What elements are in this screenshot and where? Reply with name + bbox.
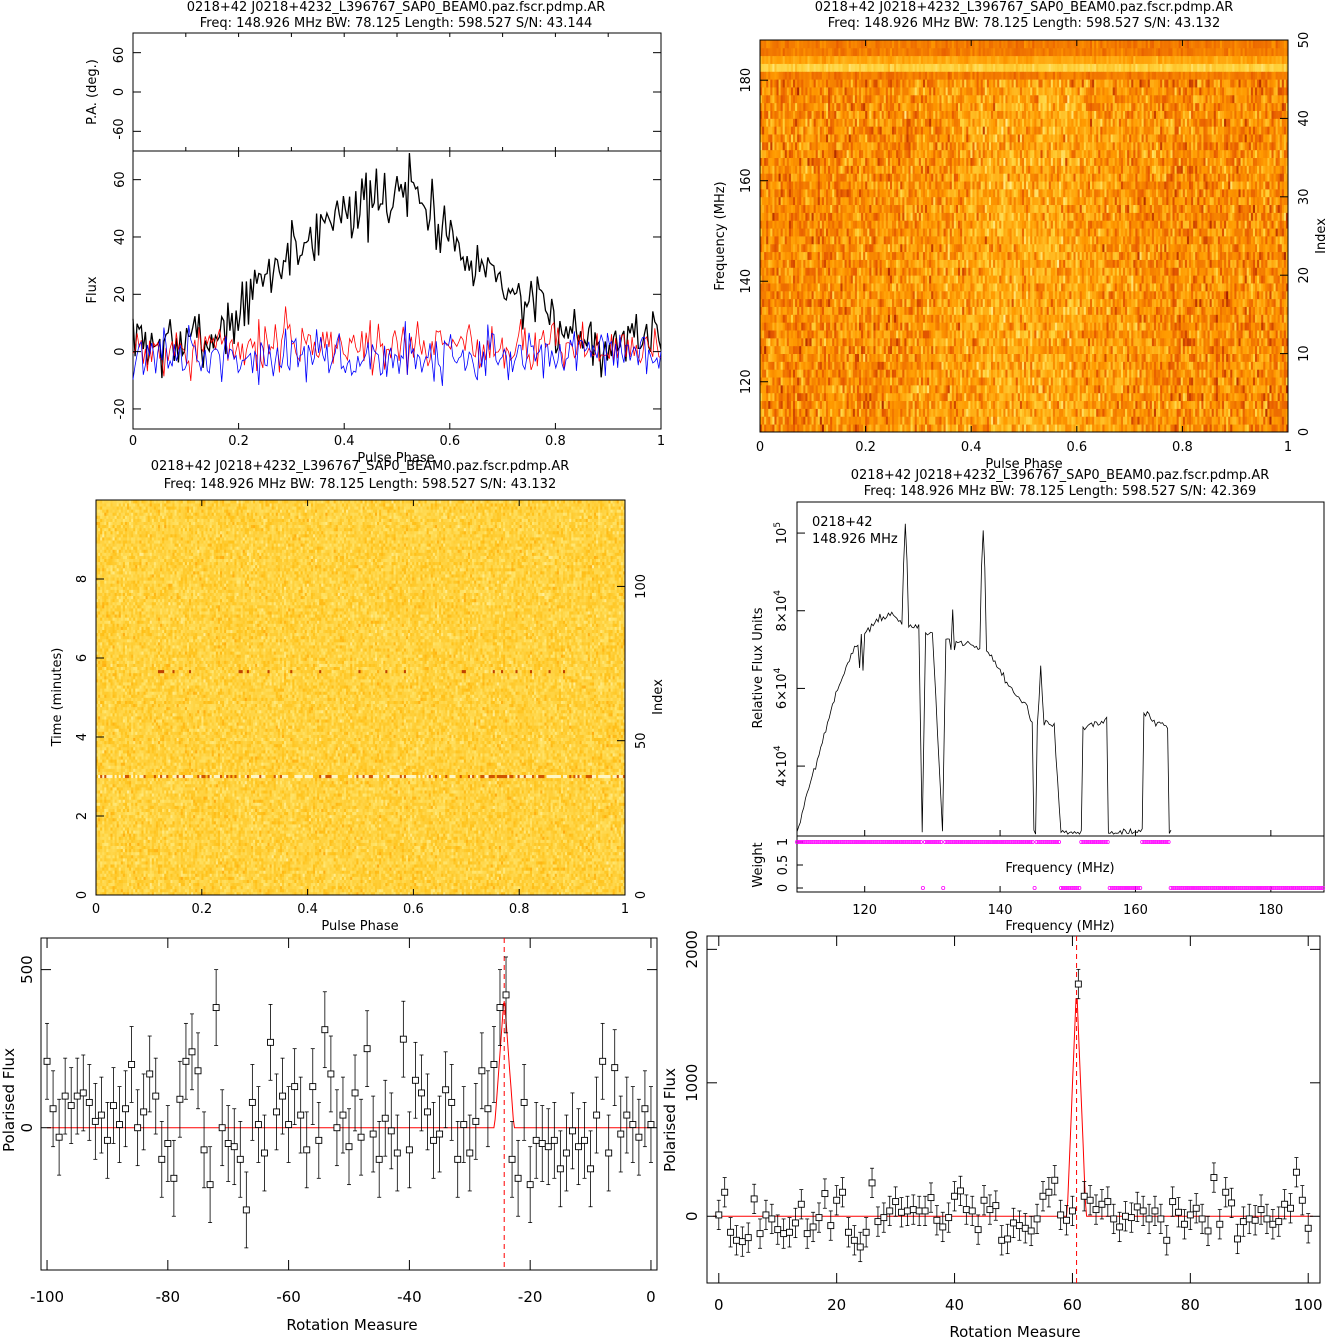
profile-ytick-label: -20 [113,398,128,419]
freq-phase-index-label: Index [1314,218,1326,254]
profile-ytick-label: 20 [113,286,128,303]
profile-xtick-label: 0.6 [439,434,460,449]
freq-phase-panel: 0218+42 J0218+4232_L396767_SAP0_BEAM0.pa… [713,0,1326,472]
profile-ytick-label: 60 [113,171,128,188]
profile-ytick-label: 0 [113,347,128,355]
figure-canvas: 0218+42 J0218+4232_L396767_SAP0_BEAM0.pa… [0,0,1326,1340]
profile-ylabel: Flux [85,276,100,303]
pa-tick-minus60: -60 [112,118,127,139]
freq-phase-heatmap [760,40,1288,432]
profile-title-line2: Freq: 148.926 MHz BW: 78.125 Length: 598… [200,16,592,31]
pa-plot: 60 0 -60 P.A. (deg.) [85,33,661,151]
freq-phase-title-line2: Freq: 148.926 MHz BW: 78.125 Length: 598… [828,16,1220,31]
profile-xtick-label: 1 [657,434,665,449]
profile-plot-frame [133,151,661,429]
profile-xtick-label: 0.8 [545,434,566,449]
profile-panel: 0218+42 J0218+4232_L396767_SAP0_BEAM0.pa… [85,0,665,466]
pa-tick-0: 0 [112,88,127,96]
profile-ytick-label: 40 [113,229,128,246]
pa-plot-frame [133,33,661,151]
freq-phase-plot: Frequency (MHz) Index Pulse Phase 120140… [713,32,1326,472]
freq-phase-ylabel: Frequency (MHz) [713,181,728,290]
freq-phase-title-line1: 0218+42 J0218+4232_L396767_SAP0_BEAM0.pa… [815,0,1234,15]
profile-xtick-label: 0 [129,434,137,449]
profile-xtick-label: 0.2 [228,434,249,449]
pa-tick-60: 60 [112,47,127,64]
pa-ylabel: P.A. (deg.) [85,59,100,125]
profile-xtick-label: 0.4 [334,434,355,449]
profile-title-line1: 0218+42 J0218+4232_L396767_SAP0_BEAM0.pa… [187,0,606,15]
